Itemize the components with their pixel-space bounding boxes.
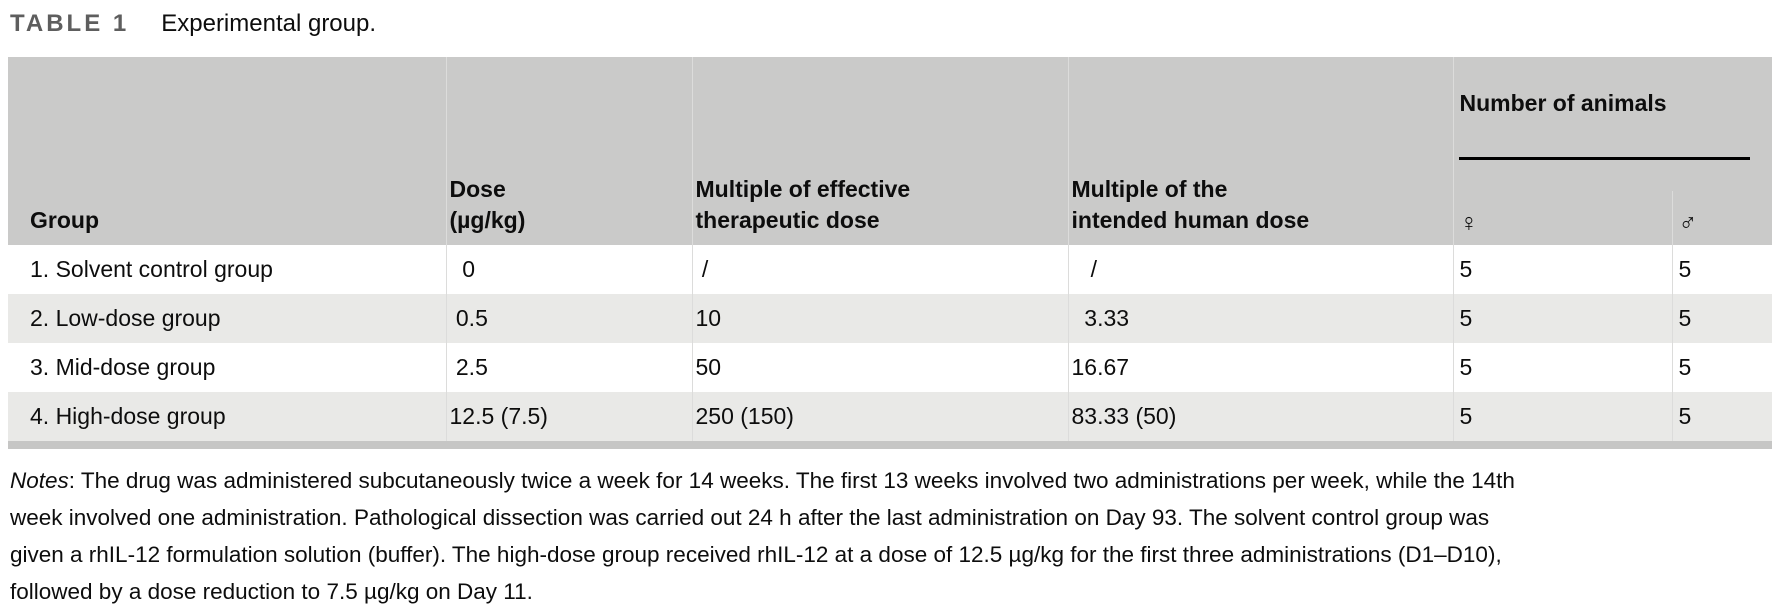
notes-label: Notes (10, 468, 69, 493)
table-body: 1. Solvent control group 0 / / 5 5 2. Lo… (8, 245, 1773, 441)
table-row-high-dose: 4. High-dose group 12.5 (7.5) 250 (150) … (8, 392, 1773, 441)
male-count-cell: 5 (1671, 343, 1773, 392)
table-row-low-dose: 2. Low-dose group 0.5 10 3.33 5 5 (8, 294, 1773, 343)
male-count-cell: 5 (1671, 294, 1773, 343)
notes-line: followed by a dose reduction to 7.5 µg/k… (10, 579, 533, 604)
human-dose-multiple-cell: 83.33 (50) (1067, 392, 1453, 441)
column-header-dose: Dose (µg/kg) (445, 57, 692, 245)
effective-dose-multiple-cell: 50 (691, 343, 1068, 392)
table-bottom-border (8, 441, 1772, 449)
male-count-cell: 5 (1671, 392, 1773, 441)
table-row-solvent-control: 1. Solvent control group 0 / / 5 5 (8, 245, 1773, 294)
table-caption-row: TABLE 1 Experimental group. (10, 10, 1772, 40)
group-name-cell: 4. High-dose group (8, 392, 446, 441)
animals-header-rule (1458, 157, 1751, 160)
table-header: Group Dose (µg/kg) Multiple of effective… (8, 57, 1773, 245)
column-header-group: Group (8, 57, 446, 245)
dose-cell: 0.5 (445, 294, 692, 343)
column-header-human-dose: Multiple of the intended human dose (1067, 57, 1453, 245)
human-dose-multiple-cell: 3.33 (1067, 294, 1453, 343)
female-count-cell: 5 (1452, 245, 1672, 294)
notes-line: Notes: The drug was administered subcuta… (10, 462, 1772, 499)
female-count-cell: 5 (1452, 294, 1672, 343)
table-row-mid-dose: 3. Mid-dose group 2.5 50 16.67 5 5 (8, 343, 1773, 392)
table-number-label: TABLE 1 (10, 10, 130, 37)
dose-cell: 0 (445, 245, 692, 294)
group-name-cell: 2. Low-dose group (8, 294, 446, 343)
number-of-animals-label: Number of animals (1459, 90, 1667, 116)
female-symbol-icon: ♀ (1452, 191, 1672, 245)
column-header-effective-dose: Multiple of effective therapeutic dose (691, 57, 1068, 245)
male-symbol-icon: ♂ (1671, 191, 1773, 245)
group-name-cell: 1. Solvent control group (8, 245, 446, 294)
human-dose-multiple-cell: / (1067, 245, 1453, 294)
table-caption: Experimental group. (161, 10, 377, 37)
group-name-cell: 3. Mid-dose group (8, 343, 446, 392)
table-notes: Notes: The drug was administered subcuta… (10, 462, 1772, 610)
header-row-main: Group Dose (µg/kg) Multiple of effective… (8, 57, 1773, 245)
column-header-number-of-animals: Number of animals (1452, 57, 1773, 191)
notes-text: : The drug was administered subcutaneous… (68, 468, 1515, 493)
human-dose-multiple-cell: 16.67 (1067, 343, 1453, 392)
notes-line: given a rhIL-12 formulation solution (bu… (10, 542, 1502, 567)
effective-dose-multiple-cell: 10 (691, 294, 1068, 343)
experimental-group-table: Group Dose (µg/kg) Multiple of effective… (8, 57, 1773, 441)
female-count-cell: 5 (1452, 392, 1672, 441)
effective-dose-multiple-cell: 250 (150) (691, 392, 1068, 441)
female-count-cell: 5 (1452, 343, 1672, 392)
dose-cell: 2.5 (445, 343, 692, 392)
notes-line: week involved one administration. Pathol… (10, 505, 1490, 530)
effective-dose-multiple-cell: / (691, 245, 1068, 294)
male-count-cell: 5 (1671, 245, 1773, 294)
dose-cell: 12.5 (7.5) (445, 392, 692, 441)
header-row-sex: ♀ ♂ (8, 191, 1773, 245)
